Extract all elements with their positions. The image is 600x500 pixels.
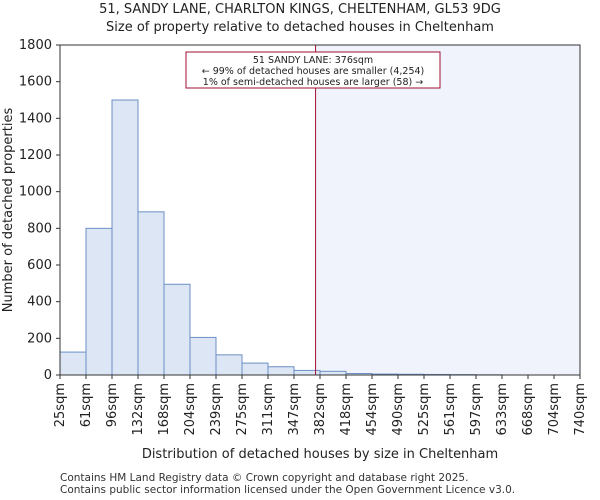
histogram-bar [111,99,139,376]
x-tick-label: 668sqm [521,383,536,436]
histogram-bar [163,283,191,376]
annotation-line: 51 SANDY LANE: 376sqm [253,55,373,66]
x-tick-label: 96sqm [105,383,120,427]
annotation-box [185,51,441,89]
y-tick-label: 1400 [19,111,52,126]
y-axis-label: Number of detached properties [1,108,16,313]
x-tick-label: 168sqm [157,383,172,436]
histogram-bar [319,370,347,376]
x-tick-label: 454sqm [365,383,380,436]
histogram-bar [215,354,243,376]
x-tick-label: 561sqm [443,383,458,436]
histogram-bar [293,369,321,376]
x-tick-label: 525sqm [417,383,432,436]
y-tick-label: 1200 [19,148,52,163]
y-tick-label: 800 [27,221,52,236]
y-tick-label: 200 [27,331,52,346]
annotation-line: ← 99% of detached houses are smaller (4,… [202,66,425,77]
x-tick-label: 204sqm [183,383,198,436]
y-tick-label: 1800 [19,38,52,53]
y-tick-label: 1000 [19,185,52,200]
chart-subtitle: Size of property relative to detached ho… [106,20,494,35]
histogram-bar [241,362,269,376]
x-tick-label: 704sqm [547,383,562,436]
x-tick-label: 347sqm [287,383,302,436]
histogram-bar [189,336,217,376]
x-tick-label: 382sqm [313,383,328,436]
histogram-bar [137,211,165,376]
x-tick-label: 490sqm [391,383,406,436]
y-tick-label: 1600 [19,75,52,90]
x-tick-label: 275sqm [235,383,250,436]
histogram-bar [85,227,113,376]
highlight-region [315,45,580,375]
y-tick-label: 400 [27,295,52,310]
footer-copyright: Contains HM Land Registry data © Crown c… [60,472,469,484]
y-tick-label: 600 [27,258,52,273]
x-tick-label: 132sqm [131,383,146,436]
x-tick-label: 25sqm [53,383,68,427]
x-tick-label: 239sqm [209,383,224,436]
x-tick-label: 311sqm [261,383,276,436]
x-tick-label: 597sqm [469,383,484,436]
histogram-bar [267,366,295,376]
x-tick-label: 61sqm [79,383,94,427]
histogram-bar [59,351,87,376]
x-tick-label: 633sqm [495,383,510,436]
x-axis-label: Distribution of detached houses by size … [142,447,498,462]
footer-licence: Contains public sector information licen… [60,484,516,496]
x-tick-label: 740sqm [573,383,588,436]
x-tick-label: 418sqm [339,383,354,436]
y-tick-label: 0 [44,368,52,383]
chart-title: 51, SANDY LANE, CHARLTON KINGS, CHELTENH… [99,2,501,17]
annotation-line: 1% of semi-detached houses are larger (5… [203,77,423,88]
